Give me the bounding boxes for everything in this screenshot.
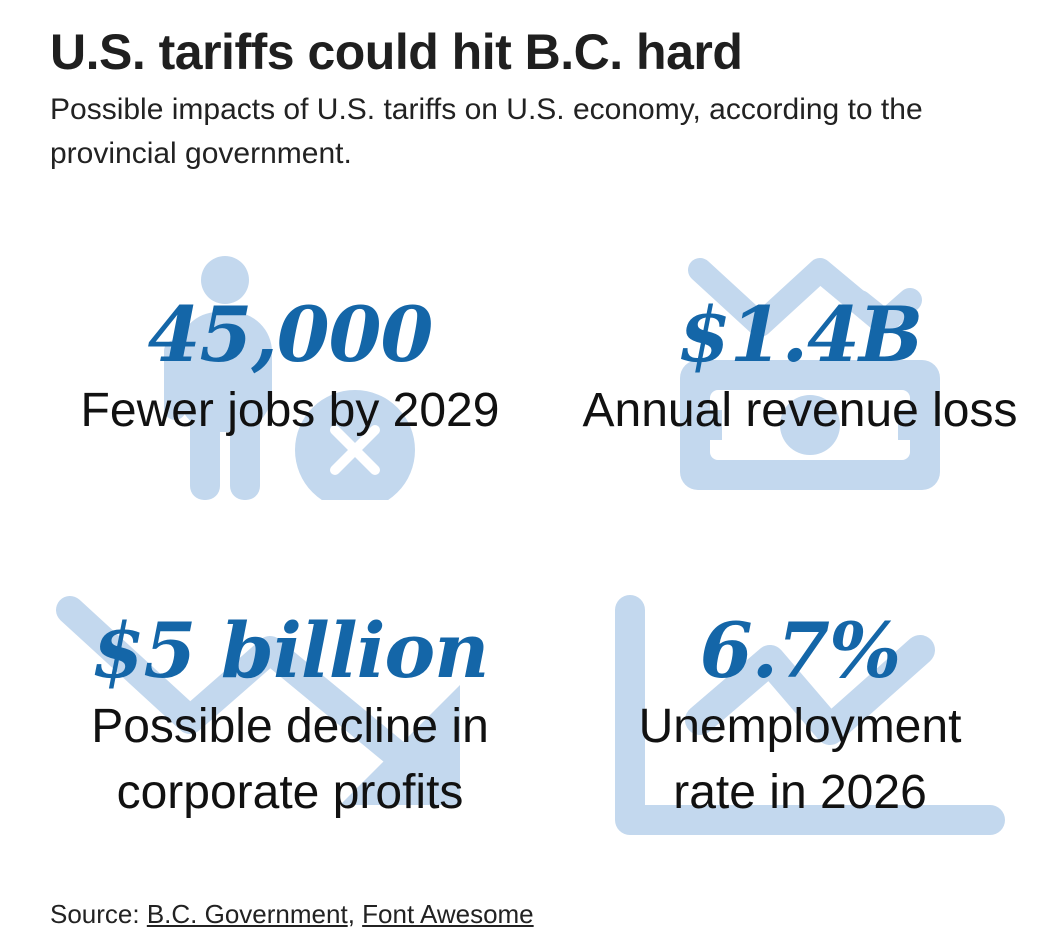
stat-label: Unemployment [638, 700, 962, 753]
stat-revenue-loss: $1.4B Annual revenue loss [560, 240, 1040, 500]
source-line: Source: B.C. Government, Font Awesome [50, 896, 534, 932]
source-prefix: Source: [50, 899, 147, 929]
stat-fewer-jobs: 45,000 Fewer jobs by 2029 [40, 240, 540, 500]
chart-line-up-icon [615, 595, 1005, 835]
stat-label: Fewer jobs by 2029 [80, 384, 500, 437]
stat-label: Annual revenue loss [582, 384, 1018, 437]
page-subtitle: Possible impacts of U.S. tariffs on U.S.… [50, 93, 923, 170]
stat-value: $5 billion [91, 606, 490, 695]
stat-unemployment-rate: 6.7% Unemployment rate in 2026 [560, 590, 1040, 850]
source-link-bc-government[interactable]: B.C. Government [146, 899, 348, 929]
page-title: U.S. tariffs could hit B.C. hard [50, 24, 743, 80]
stat-value: 45,000 [147, 290, 434, 379]
money-bill-trend-down-icon [680, 258, 940, 490]
stat-label: Possible decline in [91, 700, 489, 753]
source-separator: , [347, 899, 363, 929]
source-link-font-awesome[interactable]: Font Awesome [362, 899, 534, 929]
person-dollar-icon [164, 256, 415, 500]
stat-label: rate in 2026 [673, 766, 927, 819]
arrow-trend-down-icon [56, 596, 460, 805]
stat-value: 6.7% [699, 606, 901, 695]
stat-value: $1.4B [677, 290, 923, 379]
stat-corporate-profits: $5 billion Possible decline in corporate… [40, 590, 540, 850]
stat-label: corporate profits [116, 766, 464, 819]
